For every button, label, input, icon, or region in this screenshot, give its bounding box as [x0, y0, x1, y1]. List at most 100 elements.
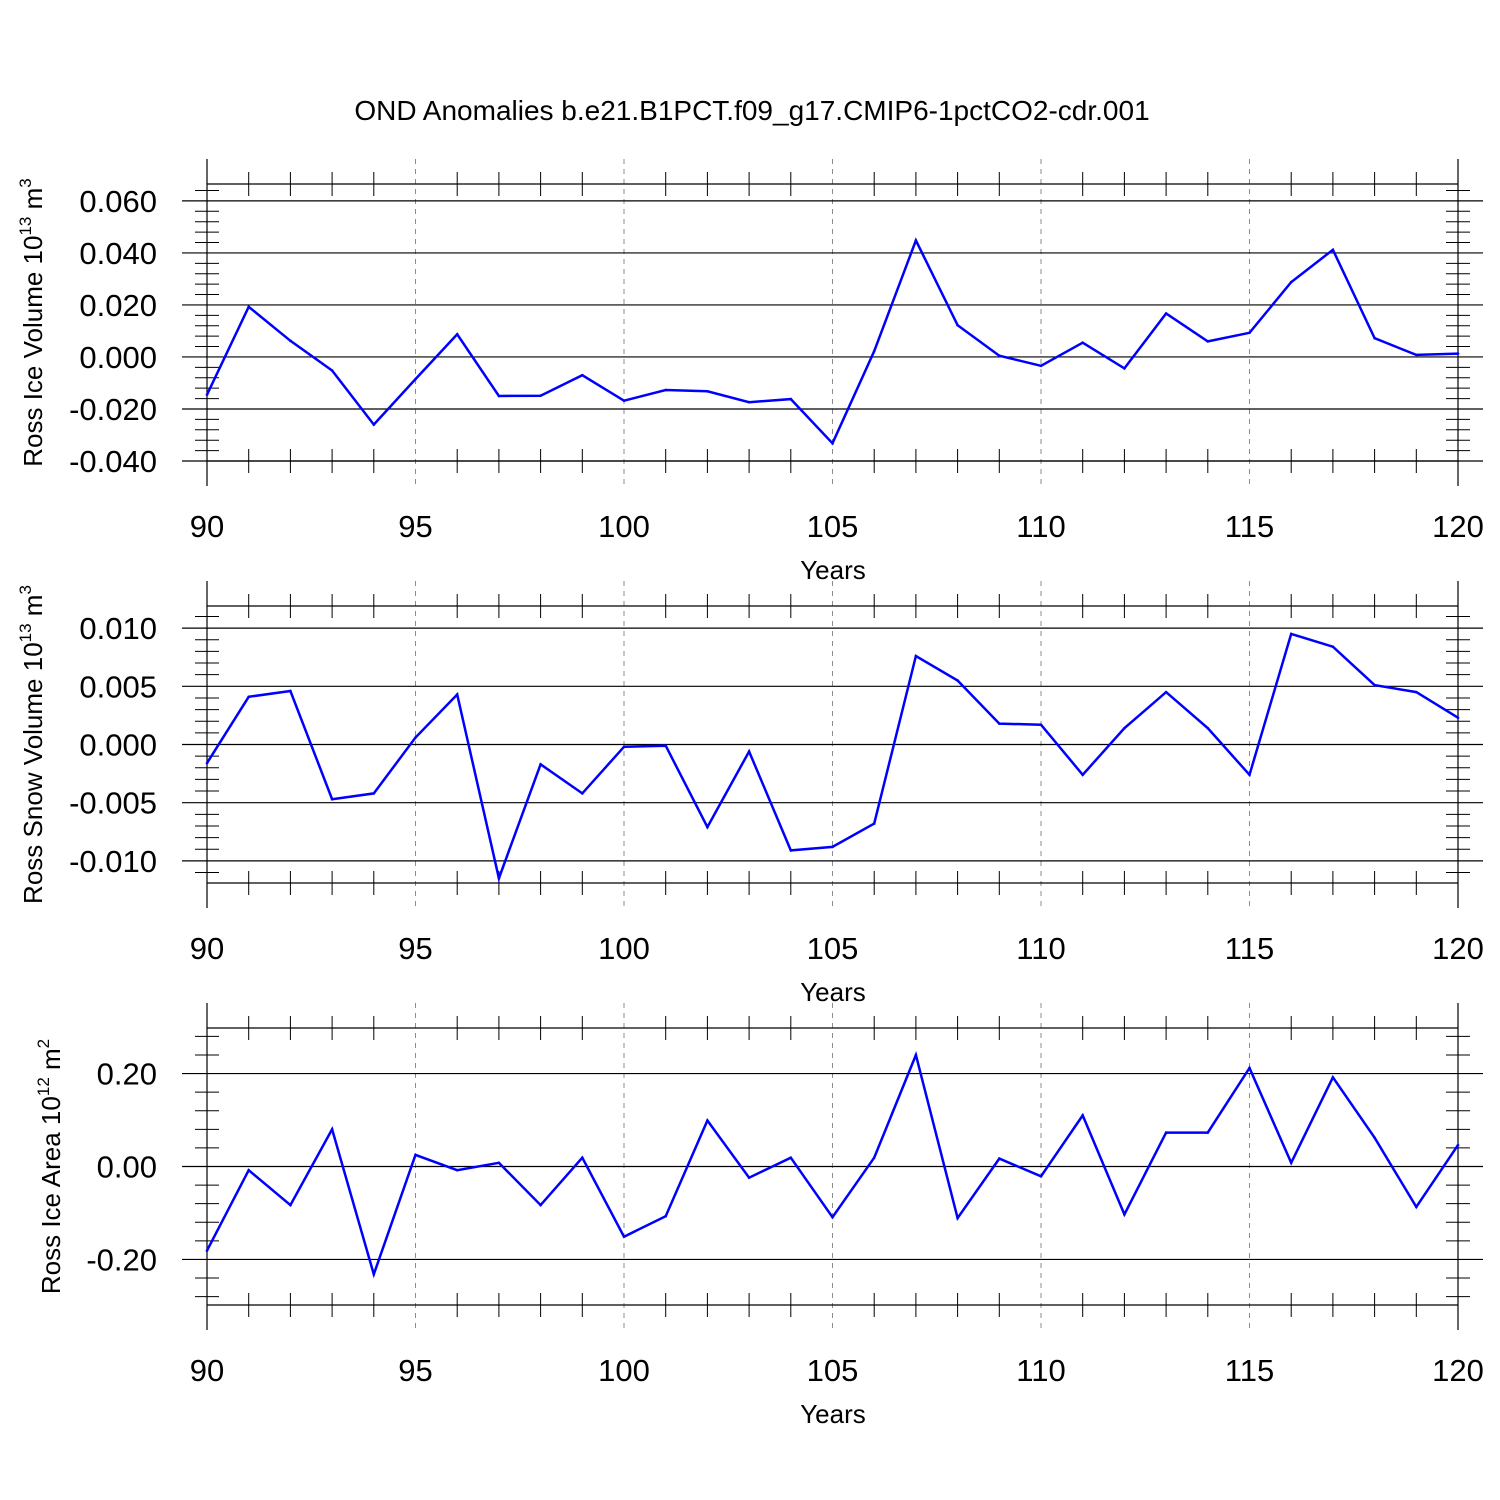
y-tick-label: 0.000: [79, 340, 157, 375]
data-point: [1415, 1205, 1418, 1209]
data-point: [831, 1215, 834, 1219]
data-point: [1039, 364, 1043, 368]
x-tick-label: 120: [1432, 931, 1484, 966]
data-point: [1039, 723, 1043, 727]
x-tick-label: 95: [398, 509, 432, 544]
y-axis-label-unit: m: [36, 1048, 66, 1077]
data-point: [747, 750, 751, 753]
data-point: [872, 349, 876, 353]
y-tick-label: 0.040: [79, 236, 157, 271]
x-axis-label: Years: [800, 977, 866, 1007]
x-tick-label: 95: [398, 1353, 432, 1388]
data-point: [247, 695, 250, 699]
data-point: [831, 845, 834, 849]
data-point: [455, 1168, 459, 1172]
data-point: [1081, 341, 1084, 344]
data-point: [998, 354, 1001, 357]
chart-title: OND Anomalies b.e21.B1PCT.f09_g17.CMIP6-…: [354, 95, 1149, 126]
data-point: [1415, 353, 1418, 357]
data-point: [539, 394, 542, 398]
data-point: [205, 761, 209, 765]
data-point: [1456, 1143, 1460, 1147]
data-point: [831, 442, 834, 445]
data-point: [706, 389, 709, 393]
data-point: [789, 849, 793, 852]
y-axis-label-unit: m: [18, 188, 48, 217]
x-tick-label: 110: [1016, 1353, 1065, 1388]
y-axis-label-main: Ross Snow Volume 10: [18, 642, 48, 904]
y-tick-label: 0.00: [97, 1150, 157, 1185]
data-point: [1456, 352, 1460, 355]
y-tick-label: -0.020: [69, 392, 157, 427]
y-axis-label-unit: m: [18, 595, 48, 624]
data-point: [1039, 1174, 1043, 1178]
data-point: [1164, 690, 1168, 694]
data-point: [581, 792, 584, 795]
data-point: [497, 394, 501, 398]
y-tick-label: -0.20: [86, 1242, 157, 1277]
data-point: [1248, 331, 1251, 335]
data-point: [1164, 312, 1168, 315]
data-point: [1331, 248, 1335, 252]
y-tick-label: -0.005: [69, 786, 157, 821]
data-point: [956, 679, 959, 682]
data-point: [205, 393, 209, 396]
data-point: [998, 722, 1001, 725]
data-point: [706, 1119, 709, 1122]
data-point: [372, 1273, 376, 1276]
data-point: [289, 339, 292, 343]
x-axis-label: Years: [800, 555, 866, 585]
x-tick-label: 100: [598, 509, 650, 544]
data-point: [872, 1156, 876, 1159]
y-axis-label-unit-exponent: 3: [16, 585, 35, 594]
data-point: [330, 1128, 334, 1131]
y-axis-label: Ross Snow Volume 1013 m3: [16, 585, 48, 904]
y-tick-label: 0.020: [79, 288, 157, 323]
data-point: [1456, 716, 1460, 720]
data-point: [455, 693, 459, 696]
x-tick-label: 105: [807, 931, 859, 966]
data-point: [622, 399, 626, 402]
data-point: [539, 762, 542, 766]
data-point: [289, 689, 292, 693]
data-point: [664, 1214, 667, 1218]
data-point: [414, 1153, 417, 1157]
x-tick-label: 110: [1016, 931, 1065, 966]
y-axis-label-exponent: 12: [34, 1077, 53, 1096]
chart-panel-3: 0.20 0.00 -0.20 90 95 100 105 110 115 120 Years Ros…: [34, 1003, 1484, 1429]
data-point: [1123, 726, 1126, 730]
y-axis-label-main: Ross Ice Area 10: [36, 1096, 66, 1294]
x-tick-label: 110: [1016, 509, 1065, 544]
data-point: [414, 736, 417, 739]
data-point: [706, 825, 709, 829]
y-tick-label: 0.005: [79, 669, 157, 704]
y-tick-label: 0.000: [79, 728, 157, 763]
data-point: [205, 1249, 209, 1252]
data-point: [1373, 683, 1376, 687]
data-point: [872, 822, 876, 825]
data-point: [998, 1157, 1001, 1160]
x-tick-label: 105: [807, 509, 859, 544]
y-axis-label: Ross Ice Volume 1013 m3: [16, 178, 48, 467]
x-tick-label: 90: [190, 1353, 224, 1388]
data-point: [497, 1161, 501, 1165]
x-tick-label: 115: [1225, 931, 1274, 966]
data-point: [1373, 336, 1376, 340]
data-point: [789, 1156, 793, 1159]
data-point: [1373, 1136, 1376, 1139]
data-point: [1206, 726, 1210, 730]
data-point: [956, 323, 959, 327]
data-point: [1415, 690, 1418, 694]
y-tick-label: 0.010: [79, 611, 157, 646]
data-point: [1331, 645, 1335, 649]
data-point: [289, 1203, 292, 1207]
data-point: [539, 1203, 542, 1207]
x-tick-label: 90: [190, 931, 224, 966]
data-point: [372, 792, 376, 795]
data-point: [372, 423, 376, 426]
data-point: [914, 239, 918, 242]
x-tick-label: 115: [1225, 509, 1274, 544]
y-axis-label-unit-exponent: 2: [34, 1039, 53, 1048]
y-tick-label: -0.010: [69, 844, 157, 879]
data-point: [1289, 632, 1293, 636]
